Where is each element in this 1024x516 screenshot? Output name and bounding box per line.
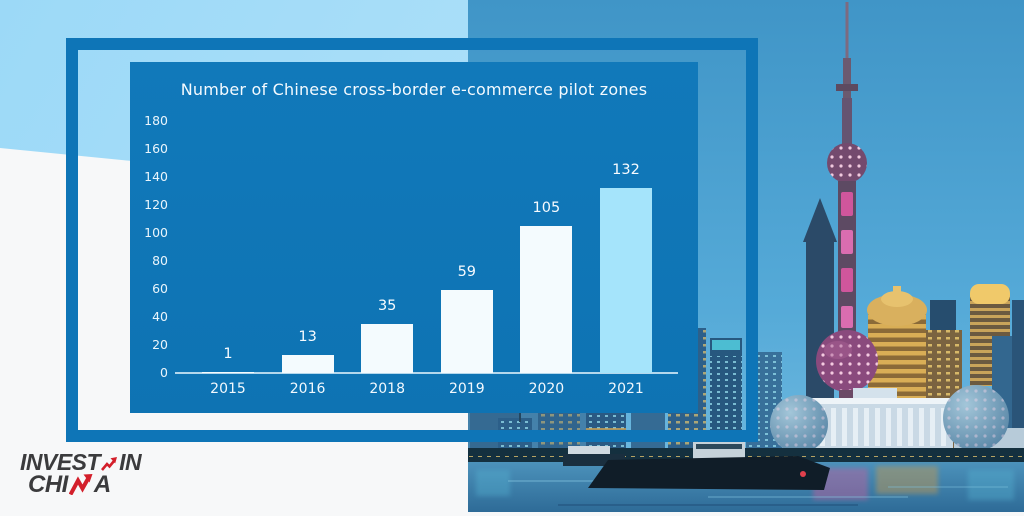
y-tick-label: 40 — [152, 309, 168, 324]
bar-2021 — [600, 188, 652, 373]
bar-value-label: 35 — [377, 298, 397, 314]
y-tick-label: 160 — [144, 141, 168, 156]
y-tick-label: 100 — [144, 225, 168, 240]
decorative-blue-frame — [66, 38, 758, 442]
y-tick-label: 180 — [144, 113, 168, 128]
riverfront-buildings — [770, 385, 1024, 454]
x-tick-label: 2019 — [448, 381, 485, 397]
bar-value-label: 1 — [223, 345, 233, 362]
x-tick-label: 2018 — [369, 381, 405, 397]
logo-line-2: CHI A — [28, 471, 141, 498]
x-tick-label: 2020 — [528, 381, 565, 397]
x-tick-label: 2016 — [289, 381, 326, 397]
chart-panel: Number of Chinese cross-border e-commerc… — [130, 62, 698, 413]
red-buoy-light — [800, 471, 806, 477]
y-tick-label: 140 — [144, 169, 168, 184]
logo-line-1: INVEST IN — [20, 449, 142, 475]
bar-value-label: 105 — [532, 200, 561, 216]
logo-text-a: A — [93, 471, 111, 498]
gold-reflection — [876, 466, 938, 494]
y-tick-label: 80 — [152, 253, 168, 268]
bar-2015 — [202, 371, 254, 373]
chart-title: Number of Chinese cross-border e-commerc… — [180, 80, 648, 99]
bar-value-label: 59 — [457, 264, 477, 281]
y-tick-label: 20 — [152, 337, 168, 352]
bar-2020 — [520, 226, 573, 373]
boats — [563, 438, 830, 490]
bar-2019 — [440, 290, 493, 373]
bar-value-label: 132 — [612, 162, 640, 179]
logo-text-chi: CHI — [28, 471, 68, 498]
logo-text-invest: INVEST — [20, 449, 101, 475]
x-tick-label: 2015 — [210, 381, 246, 397]
y-tick-label: 120 — [144, 197, 168, 212]
bar-2018 — [361, 324, 414, 373]
y-tick-label: 60 — [152, 281, 168, 296]
y-tick-label: 0 — [160, 365, 168, 380]
bar-value-label: 13 — [298, 328, 317, 345]
logo-text-in: IN — [119, 449, 142, 475]
colonnade-building — [808, 388, 953, 453]
x-tick-label: 2021 — [608, 381, 644, 397]
barge-boat — [588, 438, 830, 490]
trend-up-arrow-icon — [101, 457, 118, 471]
x-axis-line — [175, 372, 678, 374]
bar-2016 — [281, 354, 334, 373]
zigzag-n-arrow-icon — [68, 474, 93, 495]
invest-in-china-logo: INVEST IN CHI A — [20, 449, 142, 498]
lit-sign-band — [712, 340, 740, 350]
